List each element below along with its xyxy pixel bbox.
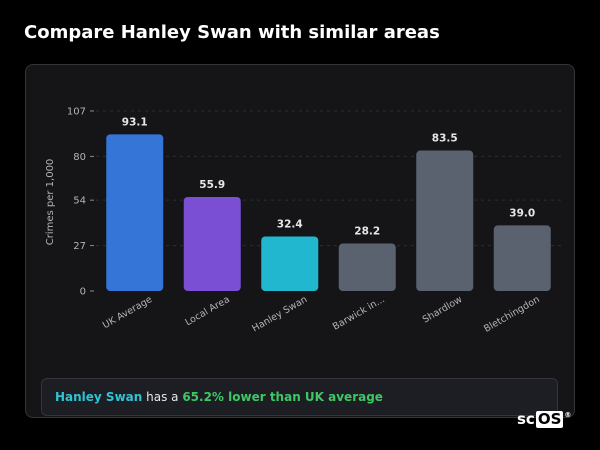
y-axis-ticks: 0 27 54 80 107 [67, 107, 94, 298]
scos-logo: sc OS ® [517, 409, 571, 429]
bar-value-label: 32.4 [277, 218, 303, 230]
bar-uk-average[interactable] [106, 134, 164, 291]
x-tick-label: Shardlow [421, 294, 465, 326]
y-tick-label: 107 [67, 107, 86, 118]
bar-value-label: 55.9 [199, 179, 225, 191]
logo-registered-mark: ® [564, 411, 572, 419]
x-tick-label: Barwick in... [331, 294, 387, 333]
x-axis-ticks: UK Average Local Area Hanley Swan Barwick i… [101, 294, 542, 335]
bar-shardlow[interactable] [416, 150, 474, 291]
bar-bletchingdon[interactable] [493, 225, 551, 291]
x-tick-label: Bletchingdon [482, 294, 542, 335]
bar-value-label: 93.1 [122, 116, 148, 128]
crime-bar-chart: 0 27 54 80 107 93.1 55.9 32.4 28.2 83.5 39.0 UK A… [45, 107, 561, 335]
logo-text: sc [517, 410, 535, 428]
logo-box-text: OS [535, 409, 564, 428]
x-tick-label: Hanley Swan [250, 294, 309, 334]
bar-barwick-in[interactable] [338, 243, 396, 291]
chart-bars [106, 134, 551, 291]
summary-stat: 65.2% lower than UK average [182, 390, 383, 404]
x-tick-label: UK Average [101, 294, 154, 331]
summary-text: has a [142, 390, 183, 404]
y-tick-label: 80 [73, 152, 86, 163]
bar-value-label: 39.0 [509, 207, 535, 219]
bar-value-label: 83.5 [432, 133, 458, 145]
page-title: Compare Hanley Swan with similar areas [24, 22, 440, 43]
comparison-card: 0 27 54 80 107 93.1 55.9 32.4 28.2 83.5 39.0 UK A… [25, 64, 575, 418]
chart-gridlines [96, 110, 561, 247]
y-tick-label: 0 [80, 287, 86, 298]
y-tick-label: 27 [73, 241, 86, 252]
y-tick-label: 54 [73, 196, 86, 207]
summary-area-name: Hanley Swan [55, 390, 143, 404]
bar-value-label: 28.2 [354, 226, 380, 238]
bar-local-area[interactable] [183, 196, 241, 291]
chart-value-labels: 93.1 55.9 32.4 28.2 83.5 39.0 [122, 116, 535, 237]
bar-hanley-swan[interactable] [261, 236, 319, 291]
y-axis-label: Crimes per 1,000 [45, 159, 56, 246]
summary-box: Hanley Swan has a 65.2% lower than UK av… [41, 378, 558, 416]
x-tick-label: Local Area [183, 294, 231, 328]
